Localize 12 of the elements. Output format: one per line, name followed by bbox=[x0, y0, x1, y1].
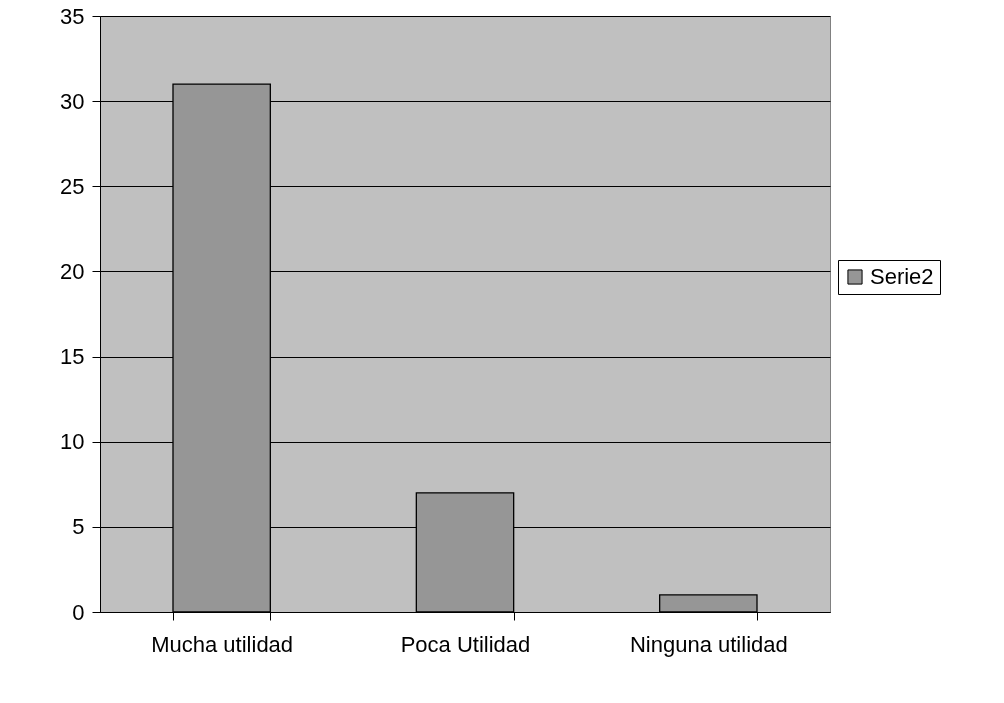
y-tick-label: 0 bbox=[72, 599, 85, 625]
y-tick-label: 15 bbox=[60, 344, 85, 370]
y-tick-label: 30 bbox=[60, 88, 85, 114]
x-tick-label: Mucha utilidad bbox=[151, 631, 294, 657]
y-tick-label: 25 bbox=[60, 173, 85, 199]
x-tick-label: Poca Utilidad bbox=[400, 631, 531, 657]
y-tick-label: 5 bbox=[72, 514, 85, 540]
y-tick-label: 35 bbox=[60, 3, 85, 29]
legend-label: Serie2 bbox=[870, 264, 934, 289]
y-tick-label: 10 bbox=[60, 429, 85, 455]
x-tick-label: Ninguna utilidad bbox=[629, 631, 788, 657]
y-tick-label: 20 bbox=[60, 258, 85, 284]
